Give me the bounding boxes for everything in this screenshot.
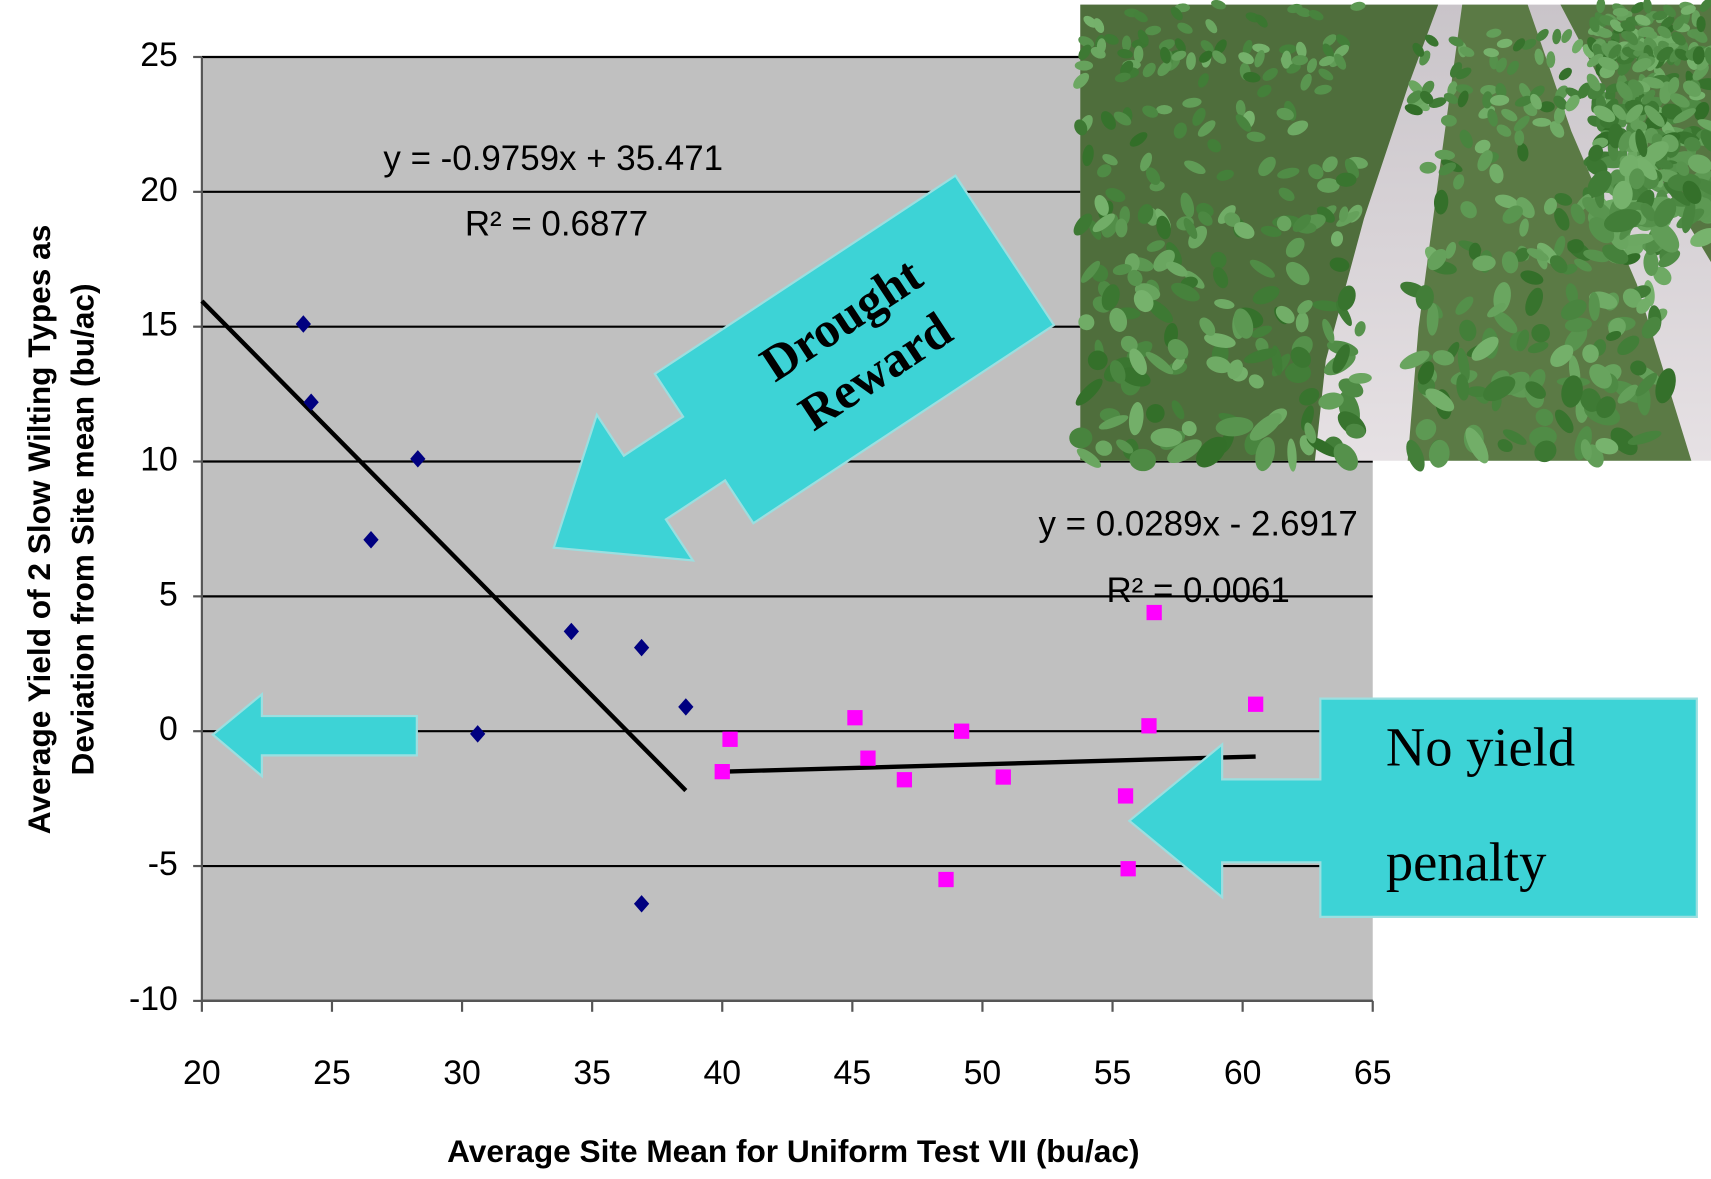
equation: y = 0.0289x - 2.6917 <box>1039 504 1358 543</box>
point <box>1118 788 1133 803</box>
point <box>1141 718 1156 733</box>
y-tick-label: 5 <box>159 575 178 613</box>
y-axis-title: Deviation from Site mean (bu/ac) <box>64 283 100 775</box>
x-tick-label: 65 <box>1354 1054 1392 1092</box>
field-photo <box>1069 0 1711 475</box>
point <box>1121 861 1136 876</box>
point <box>954 724 969 739</box>
point <box>1147 605 1162 620</box>
point <box>860 751 875 766</box>
point <box>996 769 1011 784</box>
y-tick-label: 20 <box>140 171 178 209</box>
callout-text: penalty <box>1386 831 1547 892</box>
x-tick-label: 25 <box>313 1054 351 1092</box>
y-tick-label: 15 <box>140 306 178 344</box>
y-tick-label: 10 <box>140 440 178 478</box>
x-tick-label: 40 <box>703 1054 741 1092</box>
chart: -10 -5 0 5 10 15 20 25 20 25 30 35 40 45 50 55 60 65 y = … <box>0 0 1711 1179</box>
r-squared: R² = 0.6877 <box>465 204 648 243</box>
point <box>1248 697 1263 712</box>
point <box>722 732 737 747</box>
x-tick-label: 30 <box>443 1054 481 1092</box>
y-tick-label: -5 <box>148 845 178 883</box>
x-tick-label: 20 <box>183 1054 221 1092</box>
point <box>715 764 730 779</box>
x-tick-label: 35 <box>573 1054 611 1092</box>
y-axis-title: Average Yield of 2 Slow Wilting Types as <box>21 225 57 835</box>
x-tick-label: 60 <box>1224 1054 1262 1092</box>
equation: y = -0.9759x + 35.471 <box>383 139 723 178</box>
point <box>847 710 862 725</box>
r-squared: R² = 0.0061 <box>1106 571 1289 610</box>
x-axis-title: Average Site Mean for Uniform Test VII (… <box>447 1133 1139 1169</box>
point <box>897 772 912 787</box>
callout-text: No yield <box>1386 717 1575 778</box>
y-tick-label: 0 <box>159 710 178 748</box>
point <box>938 872 953 887</box>
y-tick-label: -10 <box>129 980 178 1018</box>
x-tick-label: 45 <box>834 1054 872 1092</box>
x-tick-label: 55 <box>1094 1054 1132 1092</box>
x-tick-label: 50 <box>964 1054 1002 1092</box>
y-tick-label: 25 <box>140 36 178 74</box>
